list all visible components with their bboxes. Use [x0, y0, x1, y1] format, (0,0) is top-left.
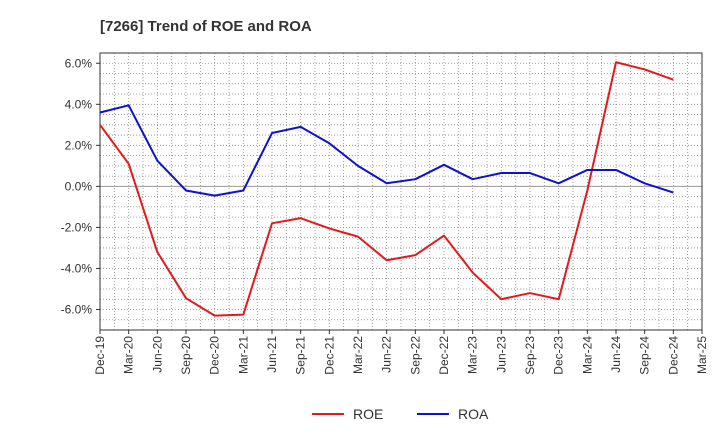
legend-label-roa: ROA — [458, 406, 489, 422]
x-tick-label: Sep-22 — [408, 336, 422, 375]
y-tick-label: 0.0% — [65, 179, 93, 193]
x-axis-ticks: Dec-19 Mar-20 Jun-20 Sep-20 Dec-20 Mar-21 Jun-… — [93, 330, 709, 375]
x-tick-label: Mar-25 — [695, 336, 709, 374]
x-tick-label: Sep-23 — [523, 336, 537, 375]
x-tick-label: Dec-22 — [437, 336, 451, 375]
x-tick-label: Dec-19 — [93, 336, 107, 375]
x-tick-label: Jun-20 — [150, 336, 164, 373]
x-tick-label: Jun-22 — [380, 336, 394, 373]
x-tick-label: Mar-23 — [466, 336, 480, 374]
y-tick-label: 2.0% — [65, 138, 93, 152]
x-tick-label: Dec-24 — [666, 336, 680, 375]
x-tick-label: Jun-24 — [609, 336, 623, 373]
plot-area — [99, 52, 703, 331]
x-tick-label: Dec-20 — [208, 336, 222, 375]
plot-border — [99, 52, 703, 331]
x-tick-label: Mar-24 — [580, 336, 594, 374]
y-tick-label: -4.0% — [61, 261, 93, 275]
y-axis-ticks: 6.0% 4.0% 2.0% 0.0% -2.0% -4.0% -6.0% — [61, 56, 100, 316]
x-tick-label: Sep-21 — [294, 336, 308, 375]
chart-title: [7266] Trend of ROE and ROA — [100, 18, 312, 35]
x-tick-label: Mar-22 — [351, 336, 365, 374]
legend: ROE ROA — [312, 406, 489, 422]
x-tick-label: Mar-21 — [236, 336, 250, 374]
series-lines — [99, 61, 674, 317]
x-tick-label: Sep-24 — [638, 336, 652, 375]
x-tick-label: Sep-20 — [179, 336, 193, 375]
y-tick-label: -6.0% — [61, 302, 93, 316]
y-tick-label: -2.0% — [61, 220, 93, 234]
y-tick-label: 4.0% — [65, 97, 93, 111]
x-tick-label: Dec-23 — [552, 336, 566, 375]
x-tick-label: Mar-20 — [122, 336, 136, 374]
series-line-roe — [99, 61, 674, 317]
series-line-roa — [99, 104, 674, 197]
x-tick-label: Jun-21 — [265, 336, 279, 373]
x-tick-label: Jun-23 — [494, 336, 508, 373]
legend-label-roe: ROE — [353, 406, 383, 422]
y-tick-label: 6.0% — [65, 56, 93, 70]
x-tick-label: Dec-21 — [322, 336, 336, 375]
